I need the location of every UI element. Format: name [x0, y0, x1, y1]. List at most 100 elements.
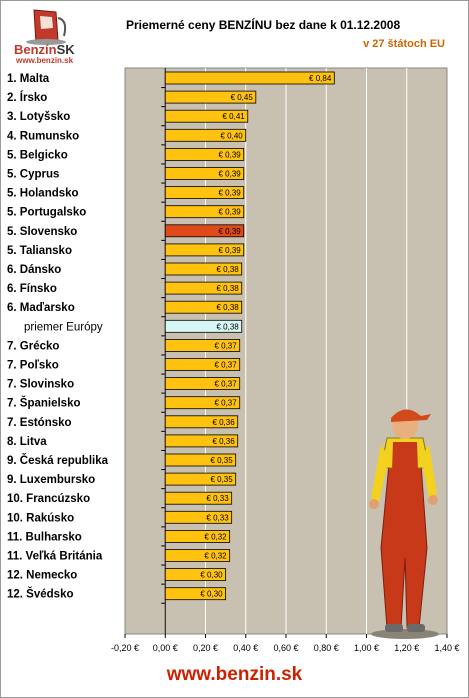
- bar-value-label: € 0,39: [218, 189, 241, 198]
- bar: [164, 415, 239, 429]
- category-label: 6. Maďarsko: [7, 302, 75, 314]
- logo-wordmark: BenzínSK: [14, 42, 75, 57]
- bar-value-label: € 0,39: [218, 170, 241, 179]
- bar: [164, 377, 241, 391]
- bar: [164, 530, 231, 543]
- bar: [164, 491, 233, 505]
- category-label: 6. Fínsko: [7, 283, 57, 295]
- category-label: 6. Dánsko: [7, 264, 61, 276]
- category-label: 9. Luxembursko: [7, 474, 95, 486]
- x-tick-label: 0,40 €: [233, 643, 258, 653]
- bar: [164, 510, 233, 524]
- bar: [164, 568, 227, 581]
- x-tick-label: 1,40 €: [434, 643, 459, 653]
- bar: [164, 472, 237, 486]
- chart-subtitle: v 27 štátoch EU: [363, 38, 445, 50]
- bar-value-label: € 0,36: [212, 418, 235, 427]
- bar-value-label: € 0,84: [309, 74, 332, 83]
- category-label: 10. Francúzsko: [7, 493, 90, 505]
- x-tick-label: -0,20 €: [111, 643, 139, 653]
- bar-value-label: € 0,37: [214, 361, 237, 370]
- bar: [164, 109, 249, 123]
- bar-value-label: € 0,36: [212, 437, 235, 446]
- bar-value-label: € 0,33: [206, 513, 229, 522]
- bar: [164, 434, 239, 448]
- category-label: 7. Poľsko: [7, 360, 59, 372]
- bar: [164, 90, 257, 104]
- category-label: 1. Malta: [7, 73, 50, 85]
- category-label: 7. Španielsko: [7, 397, 81, 410]
- bar-value-label: € 0,30: [200, 590, 223, 599]
- category-label: 12. Nemecko: [7, 570, 77, 582]
- mechanic-illustration: [369, 409, 439, 639]
- bar-value-label: € 0,33: [206, 494, 229, 503]
- x-tick-label: 0,80 €: [314, 643, 339, 653]
- bar-value-label: € 0,32: [204, 552, 227, 561]
- bar: [164, 319, 243, 333]
- pump-icon: [26, 9, 67, 45]
- category-label: 4. Rumunsko: [7, 130, 79, 142]
- bar-value-label: € 0,37: [214, 399, 237, 408]
- category-label: 7. Estónsko: [7, 417, 72, 429]
- category-label: 7. Slovinsko: [7, 379, 74, 391]
- bar: [164, 186, 245, 200]
- bar-value-label: € 0,38: [216, 284, 239, 293]
- category-label: 11. Bulharsko: [7, 531, 82, 543]
- x-tick-label: 0,20 €: [193, 643, 218, 653]
- logo-suffix: SK: [56, 42, 75, 57]
- bar: [164, 587, 227, 601]
- bar: [164, 453, 237, 467]
- bar: [164, 358, 241, 371]
- bar-value-label: € 0,35: [210, 475, 233, 484]
- bar: [164, 549, 231, 562]
- category-label: 5. Cyprus: [7, 169, 59, 181]
- bar: [164, 205, 245, 219]
- category-label: 9. Česká republika: [7, 454, 109, 467]
- bar: [164, 243, 245, 257]
- bar-value-label: € 0,38: [216, 322, 239, 331]
- category-label: 5. Belgicko: [7, 149, 68, 161]
- bar-value-label: € 0,38: [216, 265, 239, 274]
- category-label: 11. Veľká Británia: [7, 551, 103, 563]
- bar: [164, 128, 247, 142]
- bar: [164, 262, 243, 276]
- category-label: 10. Rakúsko: [7, 512, 74, 524]
- x-tick-label: 0,00 €: [153, 643, 178, 653]
- logo-name: Benzín: [14, 42, 57, 57]
- bar: [164, 167, 245, 180]
- category-label: 5. Slovensko: [7, 226, 77, 238]
- logo-url: www.benzin.sk: [16, 56, 74, 65]
- chart-title: Priemerné ceny BENZÍNU bez dane k 01.12.…: [126, 18, 401, 32]
- category-label: 7. Grécko: [7, 340, 59, 352]
- bar: [164, 300, 243, 314]
- bar-value-label: € 0,41: [223, 112, 246, 121]
- bar: [164, 281, 243, 295]
- category-label: 2. Írsko: [7, 91, 47, 104]
- footer-url: www.benzin.sk: [166, 664, 303, 685]
- bar-value-label: € 0,32: [204, 532, 227, 541]
- category-label: 12. Švédsko: [7, 588, 73, 601]
- bar-value-label: € 0,37: [214, 380, 237, 389]
- bar-value-label: € 0,38: [216, 303, 239, 312]
- bar: [164, 224, 245, 238]
- x-tick-label: 0,60 €: [273, 643, 298, 653]
- benzin-logo: [26, 9, 67, 45]
- x-tick-label: 1,00 €: [354, 643, 379, 653]
- bar-value-label: € 0,37: [214, 341, 237, 350]
- bar-value-label: € 0,45: [231, 93, 254, 102]
- bar-value-label: € 0,39: [218, 150, 241, 159]
- bar: [164, 396, 241, 410]
- bar: [164, 338, 241, 352]
- bar-value-label: € 0,39: [218, 227, 241, 236]
- bar-value-label: € 0,35: [210, 456, 233, 465]
- bar-value-label: € 0,39: [218, 208, 241, 217]
- category-label: priemer Európy: [24, 321, 103, 333]
- bar-value-label: € 0,40: [221, 131, 244, 140]
- x-tick-label: 1,20 €: [394, 643, 419, 653]
- category-label: 5. Taliansko: [7, 245, 72, 257]
- category-label: 5. Holandsko: [7, 188, 79, 200]
- bar-value-label: € 0,39: [218, 246, 241, 255]
- category-label: 5. Portugalsko: [7, 207, 86, 219]
- bar-value-label: € 0,30: [200, 571, 223, 580]
- category-label: 3. Lotyšsko: [7, 111, 70, 123]
